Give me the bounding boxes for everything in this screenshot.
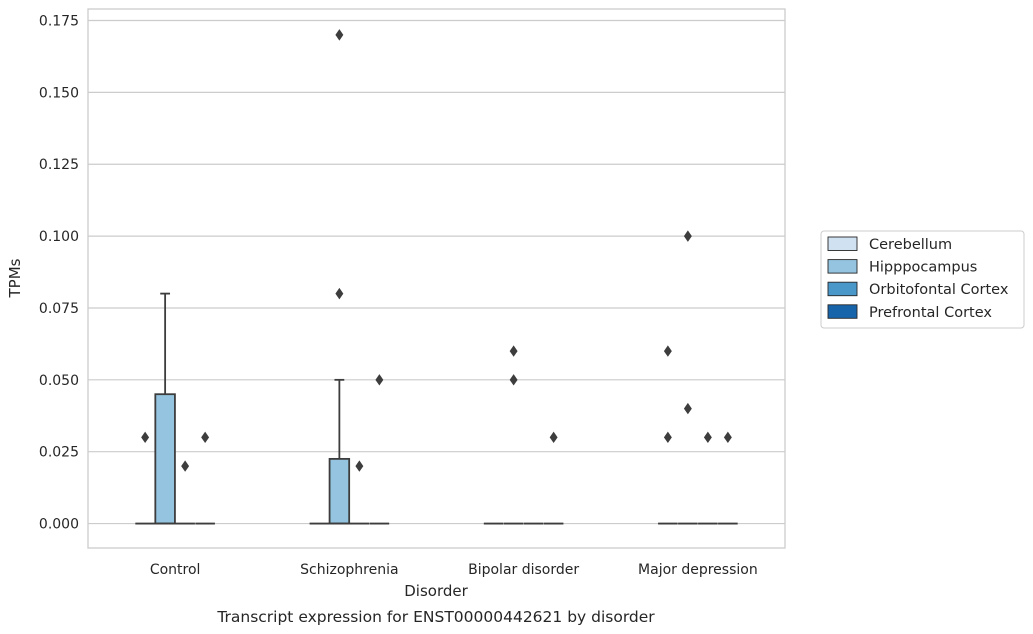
y-axis-title: TPMs — [6, 258, 24, 298]
legend-label: Orbitofontal Cortex — [869, 282, 1009, 298]
legend-entries: Cerebellum Hipppocampus Orbitofontal Corte… — [827, 236, 1009, 321]
legend-frame — [820, 230, 1025, 329]
legend-label: Cerebellum — [869, 237, 952, 253]
outlier-marker — [335, 29, 344, 41]
box-group — [718, 431, 738, 525]
x-tick-label: Schizophrenia — [300, 562, 398, 578]
outlier-marker — [201, 431, 210, 444]
box-group — [328, 29, 351, 525]
outlier-marker — [683, 230, 692, 242]
outlier-marker — [703, 431, 712, 444]
box — [328, 457, 351, 525]
box-group — [543, 431, 564, 525]
x-tick-label: Bipolar disorder — [468, 562, 579, 578]
legend-swatch — [827, 259, 858, 274]
box-group — [154, 292, 176, 525]
box-group — [698, 431, 718, 525]
outlier-marker — [335, 287, 344, 300]
y-tick-labels: 0.000 0.025 0.050 0.075 0.100 0.125 0.150 0.175 — [39, 13, 79, 532]
outlier-marker — [375, 374, 384, 386]
outlier-marker — [663, 431, 672, 444]
box-group — [658, 345, 678, 525]
x-tick-labels: Control Schizophrenia Bipolar disorder Majo… — [150, 562, 758, 578]
outlier-marker — [181, 460, 190, 472]
legend-label: Hipppocampus — [869, 260, 977, 276]
grid-lines — [88, 19, 785, 525]
y-tick-label: 0.100 — [39, 229, 79, 245]
plot-frame — [87, 8, 786, 549]
legend: Cerebellum Hipppocampus Orbitofontal Corte… — [820, 230, 1025, 329]
boxes-layer — [135, 29, 738, 525]
x-tick-label: Major depression — [638, 562, 758, 578]
outlier-marker — [549, 431, 558, 444]
box-group — [195, 431, 215, 525]
box-group — [369, 374, 390, 525]
legend-label: Prefrontal Cortex — [869, 305, 992, 321]
box-group — [175, 460, 195, 525]
box-group — [503, 345, 524, 525]
x-axis-title: Disorder — [404, 582, 468, 600]
chart-caption: Transcript expression for ENST0000044262… — [216, 608, 655, 626]
y-tick-label: 0.050 — [39, 373, 79, 389]
legend-swatch — [827, 236, 858, 251]
outlier-marker — [509, 345, 518, 357]
box-group — [349, 460, 370, 525]
outlier-marker — [141, 431, 150, 444]
y-tick-label: 0.175 — [39, 13, 79, 29]
y-tick-label: 0.075 — [39, 301, 79, 317]
outlier-marker — [683, 402, 692, 415]
x-tick-label: Control — [150, 562, 201, 578]
y-tick-label: 0.150 — [39, 85, 79, 101]
box — [154, 393, 176, 525]
box-group — [135, 431, 155, 525]
y-tick-label: 0.125 — [39, 157, 79, 173]
outlier-marker — [723, 431, 732, 444]
outlier-marker — [663, 345, 672, 357]
legend-swatch — [827, 281, 858, 297]
legend-swatch — [827, 304, 858, 319]
outlier-marker — [355, 460, 364, 472]
y-tick-label: 0.025 — [39, 445, 79, 461]
y-tick-label: 0.000 — [39, 517, 79, 533]
box-group — [678, 230, 698, 525]
outlier-marker — [509, 374, 518, 386]
